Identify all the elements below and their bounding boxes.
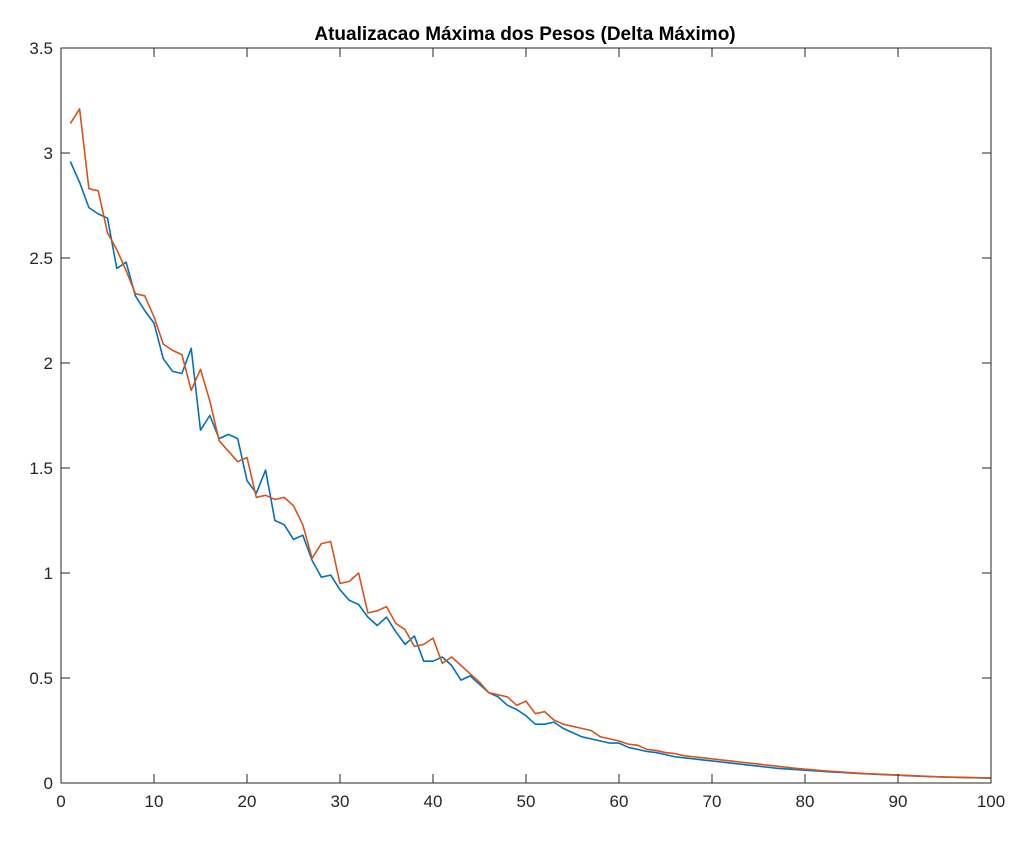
x-tick-label: 60 [610, 792, 629, 811]
y-tick-label: 0 [44, 774, 53, 793]
ticks-layer: 0 10 20 30 40 50 60 70 80 90 100 0 0.5 1 1.5 2 2.5 3 3.5 [29, 39, 1005, 811]
plot-area-border [60, 47, 992, 784]
x-tick-label: 70 [703, 792, 722, 811]
y-tick-label: 0.5 [29, 669, 53, 688]
series-line-2 [69, 108, 992, 779]
y-tick-label: 2 [44, 354, 53, 373]
x-tick-label: 90 [889, 792, 908, 811]
series-layer [69, 108, 992, 779]
x-tick-label: 0 [56, 792, 65, 811]
x-tick-label: 30 [331, 792, 350, 811]
y-tick-label: 3.5 [29, 39, 53, 58]
y-tick-label: 1 [44, 564, 53, 583]
x-tick-label: 40 [424, 792, 443, 811]
chart-title: Atualizacao Máxima dos Pesos (Delta Máxi… [314, 24, 735, 45]
x-tick-label: 20 [238, 792, 257, 811]
x-tick-label: 100 [977, 792, 1005, 811]
y-tick-label: 3 [44, 144, 53, 163]
x-tick-label: 50 [517, 792, 536, 811]
x-tick-label: 10 [145, 792, 164, 811]
x-tick-label: 80 [796, 792, 815, 811]
y-tick-label: 1.5 [29, 459, 53, 478]
y-tick-label: 2.5 [29, 249, 53, 268]
